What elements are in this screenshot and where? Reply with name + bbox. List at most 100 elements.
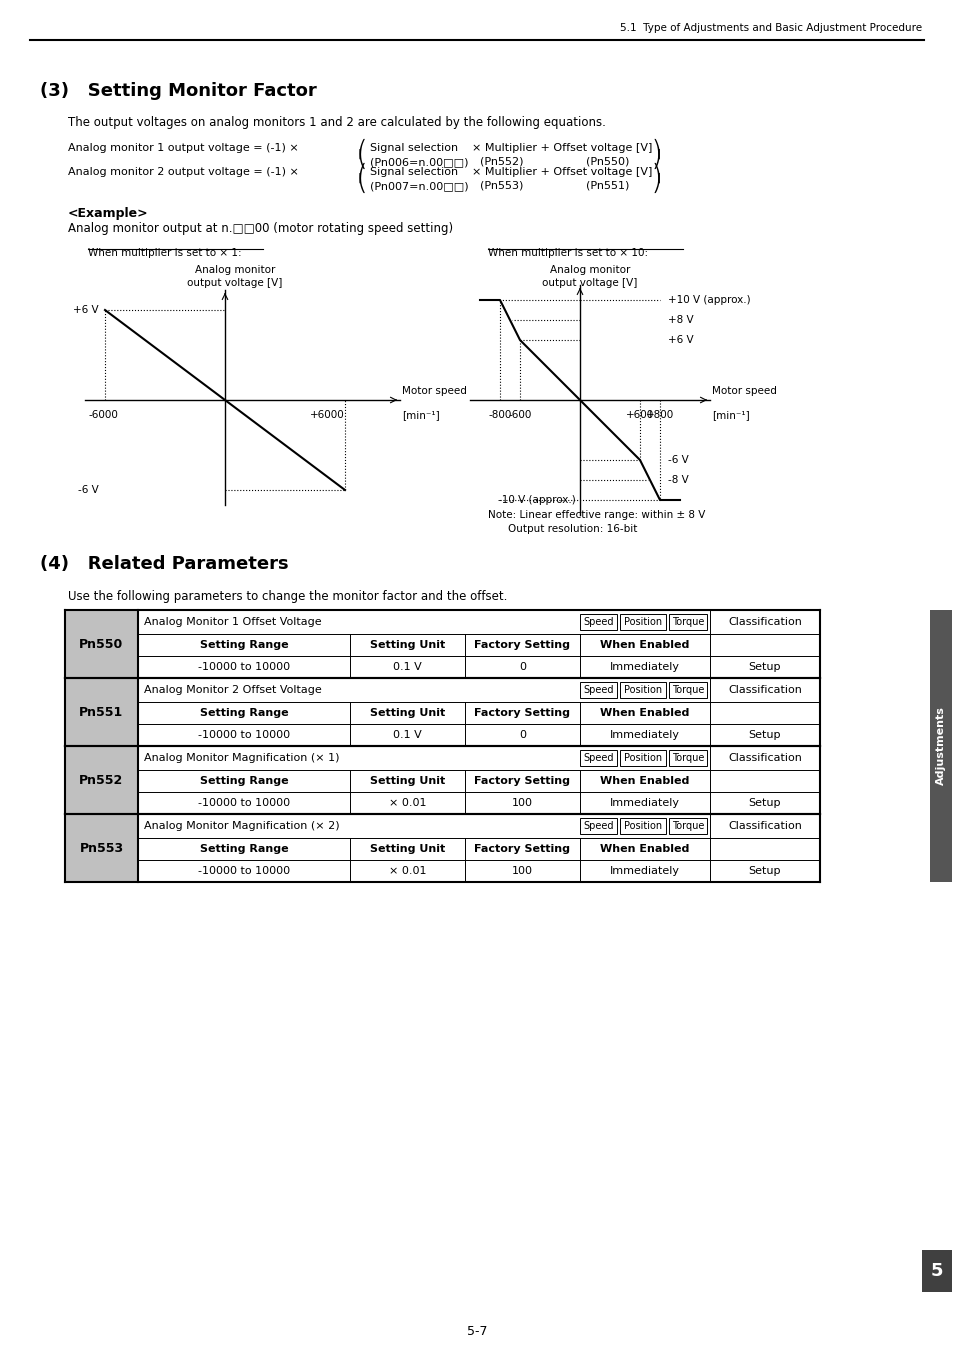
Text: +600: +600 — [625, 410, 654, 420]
Text: × Multiplier + Offset voltage [V]: × Multiplier + Offset voltage [V] — [472, 167, 652, 177]
Text: +8 V: +8 V — [667, 315, 693, 325]
Text: × 0.01: × 0.01 — [388, 865, 426, 876]
Text: Setup: Setup — [748, 798, 781, 809]
Text: -10000 to 10000: -10000 to 10000 — [197, 662, 290, 672]
Text: Speed: Speed — [582, 821, 613, 832]
Text: Analog Monitor Magnification (× 2): Analog Monitor Magnification (× 2) — [144, 821, 339, 832]
Bar — [929, 610, 951, 882]
Text: ⎠: ⎠ — [652, 173, 660, 193]
Text: -10 V (approx.): -10 V (approx.) — [497, 495, 576, 505]
Text: ⎝: ⎝ — [357, 148, 366, 169]
Text: The output voltages on analog monitors 1 and 2 are calculated by the following e: The output voltages on analog monitors 1… — [68, 116, 605, 130]
Text: Signal selection: Signal selection — [370, 143, 457, 153]
Text: -10000 to 10000: -10000 to 10000 — [197, 730, 290, 740]
Text: Position: Position — [623, 617, 661, 626]
Text: 0: 0 — [518, 662, 525, 672]
Text: When multiplier is set to × 10:: When multiplier is set to × 10: — [488, 248, 647, 258]
Bar — [579, 682, 617, 698]
Bar — [668, 751, 706, 765]
Text: (Pn551): (Pn551) — [585, 181, 629, 190]
Text: -800: -800 — [488, 410, 511, 420]
Text: Classification: Classification — [727, 821, 801, 832]
Text: Adjustments: Adjustments — [935, 706, 945, 786]
Text: × 0.01: × 0.01 — [388, 798, 426, 809]
Text: Analog monitor: Analog monitor — [549, 265, 630, 275]
Text: Motor speed: Motor speed — [711, 386, 776, 396]
Bar — [65, 678, 138, 747]
Text: <Example>: <Example> — [68, 207, 149, 220]
Text: Factory Setting: Factory Setting — [474, 707, 570, 718]
Text: Analog monitor output at n.□□00 (motor rotating speed setting): Analog monitor output at n.□□00 (motor r… — [68, 221, 453, 235]
Bar — [619, 751, 665, 765]
Text: Setup: Setup — [748, 865, 781, 876]
Bar — [579, 751, 617, 765]
Text: +6 V: +6 V — [667, 335, 693, 346]
Text: -6 V: -6 V — [78, 485, 99, 495]
Text: Setting Unit: Setting Unit — [370, 776, 445, 786]
Text: 100: 100 — [512, 865, 533, 876]
Text: Factory Setting: Factory Setting — [474, 776, 570, 786]
Text: Setting Range: Setting Range — [199, 844, 288, 855]
Text: Torque: Torque — [671, 753, 703, 763]
Text: ⎠: ⎠ — [652, 148, 660, 169]
Text: -10000 to 10000: -10000 to 10000 — [197, 865, 290, 876]
Text: -6 V: -6 V — [667, 455, 688, 464]
Text: Immediately: Immediately — [609, 730, 679, 740]
Text: Pn552: Pn552 — [79, 774, 124, 787]
Text: (Pn006=n.00□□): (Pn006=n.00□□) — [370, 157, 468, 167]
Text: When Enabled: When Enabled — [599, 776, 689, 786]
Text: ⎝: ⎝ — [357, 173, 366, 193]
Text: Classification: Classification — [727, 753, 801, 763]
Text: 0: 0 — [518, 730, 525, 740]
Text: When Enabled: When Enabled — [599, 707, 689, 718]
Text: Use the following parameters to change the monitor factor and the offset.: Use the following parameters to change t… — [68, 590, 507, 603]
Text: 5: 5 — [930, 1262, 943, 1280]
Text: Setting Unit: Setting Unit — [370, 707, 445, 718]
Text: 100: 100 — [512, 798, 533, 809]
Bar — [65, 814, 138, 882]
Text: Factory Setting: Factory Setting — [474, 844, 570, 855]
Text: 0.1 V: 0.1 V — [393, 730, 421, 740]
Text: Setting Range: Setting Range — [199, 776, 288, 786]
Text: Setup: Setup — [748, 730, 781, 740]
Bar — [668, 682, 706, 698]
Text: Analog Monitor Magnification (× 1): Analog Monitor Magnification (× 1) — [144, 753, 339, 763]
Text: ⎞: ⎞ — [652, 163, 660, 184]
Text: Setting Range: Setting Range — [199, 707, 288, 718]
Text: Analog monitor 1 output voltage = (-1) ×: Analog monitor 1 output voltage = (-1) × — [68, 143, 298, 153]
Text: Analog Monitor 1 Offset Voltage: Analog Monitor 1 Offset Voltage — [144, 617, 321, 626]
Text: Pn550: Pn550 — [79, 637, 124, 651]
Text: Position: Position — [623, 821, 661, 832]
Text: (Pn553): (Pn553) — [479, 181, 523, 190]
Text: output voltage [V]: output voltage [V] — [541, 278, 637, 288]
Text: [min⁻¹]: [min⁻¹] — [711, 410, 749, 420]
Text: +6 V: +6 V — [73, 305, 99, 315]
Text: Factory Setting: Factory Setting — [474, 640, 570, 649]
Text: -10000 to 10000: -10000 to 10000 — [197, 798, 290, 809]
Text: Analog monitor 2 output voltage = (-1) ×: Analog monitor 2 output voltage = (-1) × — [68, 167, 298, 177]
Text: Torque: Torque — [671, 684, 703, 695]
Text: Torque: Torque — [671, 617, 703, 626]
Text: 0.1 V: 0.1 V — [393, 662, 421, 672]
Text: Speed: Speed — [582, 617, 613, 626]
Text: Classification: Classification — [727, 684, 801, 695]
Bar — [619, 818, 665, 834]
Text: Pn551: Pn551 — [79, 706, 124, 718]
Text: Immediately: Immediately — [609, 865, 679, 876]
Text: Output resolution: 16-bit: Output resolution: 16-bit — [507, 524, 637, 535]
Text: Immediately: Immediately — [609, 798, 679, 809]
Bar — [619, 614, 665, 630]
Text: Signal selection: Signal selection — [370, 167, 457, 177]
Text: Motor speed: Motor speed — [401, 386, 466, 396]
Bar — [65, 610, 138, 678]
Text: 5.1  Type of Adjustments and Basic Adjustment Procedure: 5.1 Type of Adjustments and Basic Adjust… — [619, 23, 921, 32]
Text: (3)   Setting Monitor Factor: (3) Setting Monitor Factor — [40, 82, 316, 100]
Text: +6000: +6000 — [310, 410, 345, 420]
Text: Note: Linear effective range: within ± 8 V: Note: Linear effective range: within ± 8… — [488, 510, 704, 520]
Text: Setup: Setup — [748, 662, 781, 672]
Text: Setting Range: Setting Range — [199, 640, 288, 649]
Bar — [921, 1250, 951, 1292]
Text: Torque: Torque — [671, 821, 703, 832]
Text: -6000: -6000 — [88, 410, 118, 420]
Text: Setting Unit: Setting Unit — [370, 640, 445, 649]
